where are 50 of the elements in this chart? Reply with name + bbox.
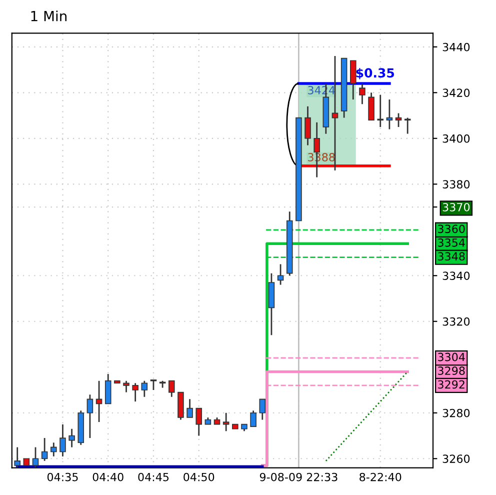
- candlestick: [196, 408, 202, 436]
- y-tick-label: 3440: [442, 42, 470, 52]
- candlestick: [368, 92, 374, 121]
- candlestick: [395, 112, 402, 128]
- candlestick: [68, 428, 75, 448]
- y-tick-label: 3260: [442, 454, 470, 464]
- y-tick-label: 3340: [442, 272, 470, 280]
- x-tick-label: 9-08-09 22:33: [260, 472, 338, 482]
- candlestick: [41, 437, 48, 462]
- candlestick: [141, 380, 148, 398]
- candlestick: [96, 380, 102, 423]
- x-tick-label: 04:35: [47, 472, 78, 482]
- y-tick-label: 3280: [442, 408, 470, 418]
- y-tick-label: 3370: [442, 202, 470, 212]
- y-tick-label: 3420: [442, 88, 470, 98]
- y-tick-label: 3320: [442, 317, 470, 326]
- candlestick: [86, 394, 94, 439]
- candlestick: [50, 442, 57, 458]
- candlestick: [32, 446, 39, 468]
- legend-label: 3298: [438, 366, 465, 375]
- ref-line-label: 3304: [438, 352, 465, 362]
- candlestick: [60, 424, 66, 458]
- candlestick: [350, 60, 356, 100]
- candlestick: [168, 380, 175, 398]
- x-tick-label: 04:40: [92, 472, 124, 482]
- x-tick-label: 04:50: [184, 472, 214, 482]
- candlestick: [150, 380, 157, 391]
- candlestick: [359, 82, 366, 105]
- candlestick: [250, 410, 256, 428]
- series-label: $0.35: [356, 68, 394, 80]
- y-tick-label: 3380: [442, 180, 470, 189]
- candlestick: [304, 106, 311, 146]
- y-tick-label: 3400: [442, 134, 470, 143]
- chart-title: 1 Min: [31, 10, 66, 22]
- ref-line-label: 3292: [438, 380, 464, 389]
- x-tick-label: 04:45: [138, 472, 169, 482]
- candlestick: [377, 94, 384, 128]
- candlestick: [132, 382, 138, 402]
- candlestick: [222, 412, 230, 432]
- candlestick: [14, 446, 20, 468]
- candlestick: [104, 373, 112, 404]
- legend-label: 3354: [438, 238, 465, 247]
- candlestick: [186, 398, 193, 418]
- candlestick: [259, 398, 266, 420]
- candlestick: [386, 98, 393, 130]
- candlestick: [277, 264, 284, 286]
- ref-line-label: 3360: [438, 224, 465, 234]
- ref-line-label: 3348: [438, 252, 465, 261]
- candlestick: [123, 380, 130, 393]
- x-tick-label: 8-22:40: [360, 472, 402, 482]
